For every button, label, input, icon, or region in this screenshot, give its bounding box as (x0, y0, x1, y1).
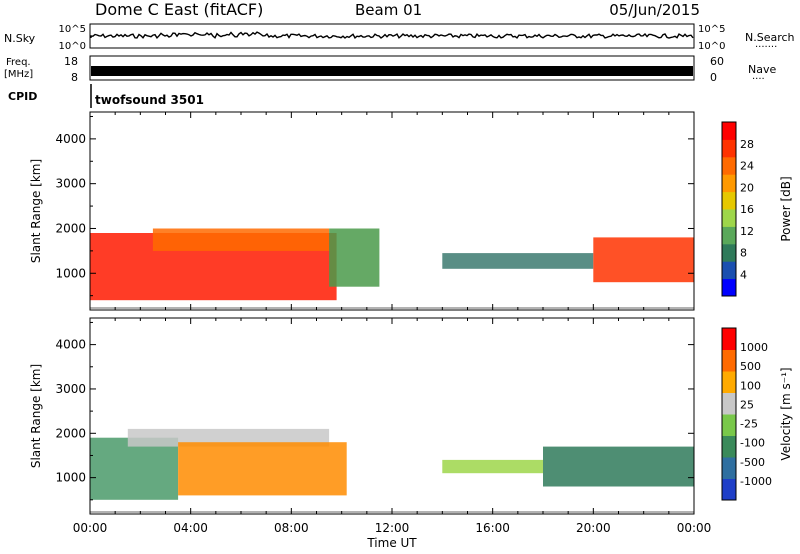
plot-title: Dome C East (fitACF) (95, 0, 263, 19)
y-tick-label: 4000 (55, 338, 86, 352)
freq-strip-frame (89, 55, 695, 81)
x-tick-label: 16:00 (475, 521, 510, 535)
colorbar-segment (722, 174, 736, 193)
colorbar-segment (722, 328, 736, 350)
colorbar-tick-label: -100 (740, 437, 765, 450)
colorbar-segment (722, 122, 736, 140)
colorbar-segment (722, 478, 736, 501)
x-tick-label: 12:00 (375, 521, 410, 535)
colorbar-label: Power [dB] (779, 176, 793, 241)
data-region (593, 237, 694, 283)
colorbar-segment (722, 349, 736, 372)
colorbar-tick-label: 500 (740, 360, 761, 373)
data-region (178, 442, 347, 496)
nsearch-label: N.Search (745, 31, 795, 44)
y-tick-label: 1000 (55, 266, 86, 280)
colorbar-segment (722, 371, 736, 393)
cpid-label: CPID (8, 90, 37, 103)
colorbar-tick-label: 24 (740, 160, 754, 173)
freq-label: Freq. (6, 57, 31, 68)
x-tick-label: 08:00 (274, 521, 309, 535)
data-region (127, 428, 330, 447)
nave-tick-top: 60 (710, 55, 724, 68)
colorbar-segment (722, 226, 736, 245)
colorbar-frame (721, 327, 737, 501)
data-region (543, 446, 694, 487)
colorbar-segment (722, 243, 736, 262)
velocity-panel: 4000 3000 2000 1000 Slant Range [km] 00:00 04:… (29, 317, 793, 550)
freq-tick-top: 18 (64, 55, 78, 68)
power-panel: 4000 3000 2000 1000 Slant Range [km] 28 24 20 16… (29, 111, 793, 311)
colorbar-segment (722, 278, 736, 297)
colorbar-frame (721, 121, 737, 297)
colorbar-tick-label: 8 (740, 247, 747, 260)
y-tick-label: 2000 (55, 221, 86, 235)
colorbar-segment (722, 457, 736, 479)
y-tick-label: 3000 (55, 177, 86, 191)
x-tick-label: 00:00 (73, 521, 108, 535)
x-axis-label: Time UT (366, 536, 417, 550)
nave-label: Nave (748, 63, 776, 76)
nsky-line (90, 31, 694, 40)
data-region (90, 437, 179, 500)
cpid-program: twofsound 3501 (95, 93, 204, 107)
y-tick-label: 4000 (55, 132, 86, 146)
nsearch-dots: ······· (755, 42, 777, 53)
colorbar-tick-label: 20 (740, 181, 754, 194)
colorbar-segment (722, 156, 736, 175)
nave-tick-bottom: 0 (710, 71, 717, 84)
colorbar-label: Velocity [m s⁻¹] (779, 367, 793, 460)
data-region (329, 228, 380, 287)
colorbar-tick-label: -25 (740, 418, 758, 431)
beam-label: Beam 01 (355, 1, 422, 19)
y-axis-label: Slant Range [km] (29, 364, 43, 468)
colorbar-tick-label: 28 (740, 138, 754, 151)
colorbar-tick-label: -1000 (740, 475, 772, 488)
freq-tick-bottom: 8 (71, 71, 78, 84)
colorbar-segment (722, 435, 736, 458)
colorbar-segment (722, 139, 736, 158)
colorbar-tick-label: 12 (740, 225, 754, 238)
colorbar-tick-label: 1000 (740, 341, 768, 354)
data-region (152, 228, 330, 251)
nsky-tick-top: 10^5 (59, 24, 86, 35)
y-tick-label: 2000 (55, 426, 86, 440)
freq-unit-label: [MHz] (4, 69, 33, 80)
colorbar-tick-label: -500 (740, 456, 765, 469)
colorbar-tick-label: 100 (740, 379, 761, 392)
colorbar-segment (722, 209, 736, 227)
nsky-trace (90, 31, 694, 40)
colorbar-segment (722, 392, 736, 415)
nsearch-tick-top: 10^5 (698, 24, 725, 35)
y-tick-label: 1000 (55, 471, 86, 485)
data-region (442, 459, 543, 474)
y-tick-label: 3000 (55, 382, 86, 396)
x-tick-label: 04:00 (173, 521, 208, 535)
colorbar-tick-label: 16 (740, 203, 754, 216)
nsky-tick-bottom: 10^0 (59, 41, 86, 52)
data-region (442, 253, 594, 269)
nsky-label: N.Sky (4, 32, 36, 45)
colorbar-tick-label: 25 (740, 398, 754, 411)
colorbar-segment (722, 414, 736, 436)
nsky-strip-frame (89, 23, 695, 49)
date-label: 05/Jun/2015 (609, 1, 700, 19)
y-axis-label: Slant Range [km] (29, 159, 43, 263)
colorbar-segment (722, 261, 736, 280)
nave-dots: ···· (752, 74, 765, 85)
x-tick-label: 00:00 (677, 521, 712, 535)
x-tick-label: 20:00 (576, 521, 611, 535)
colorbar-segment (722, 191, 736, 210)
freq-band (91, 66, 693, 76)
colorbar-tick-label: 4 (740, 268, 747, 281)
nsearch-tick-bottom: 10^0 (698, 41, 725, 52)
